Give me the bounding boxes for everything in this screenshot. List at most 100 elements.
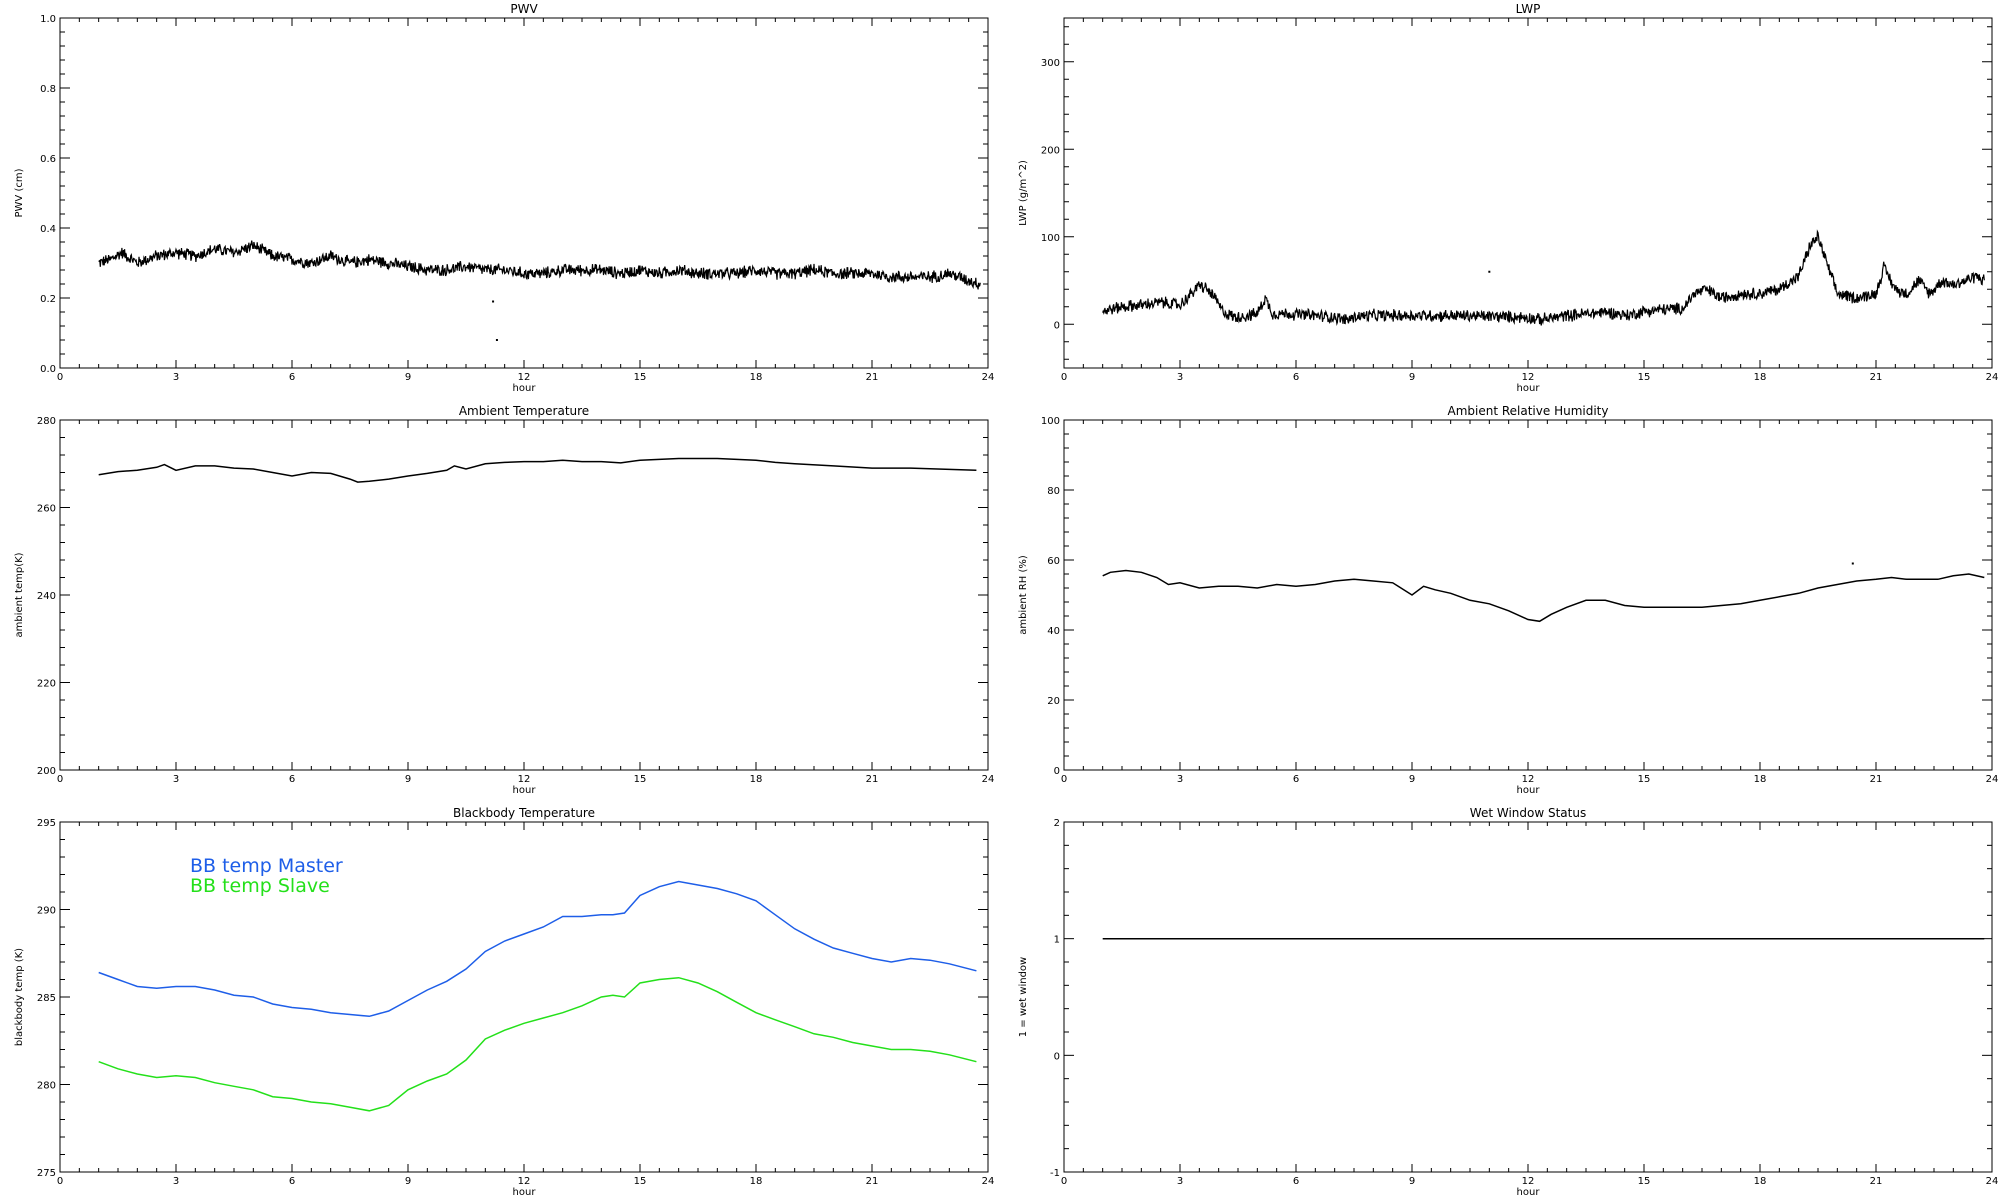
plot-frame [59, 17, 989, 369]
series-trace-pwv [98, 240, 981, 290]
x-tick-label: 6 [289, 1176, 295, 1187]
x-tick-label: 3 [1177, 1176, 1183, 1187]
y-tick-label: 100 [1041, 416, 1060, 427]
chart-title: Wet Window Status [1470, 806, 1586, 820]
x-axis-label: hour [1517, 785, 1541, 796]
x-tick-label: 0 [57, 372, 63, 383]
chart-pwv: PWV 0 3 6 9 12 15 18 21 24 hour 0.0 0.2 0.4 0.6 0.8 1.0 P… [14, 2, 994, 394]
outlier-point [1851, 562, 1854, 565]
chart-blackbody-temp: Blackbody Temperature 0 3 6 9 12 15 18 21 24 hour 2… [14, 806, 994, 1198]
chart-ambient-rh: Ambient Relative Humidity 0 3 6 9 12 15 18 21 24 h… [1018, 404, 1998, 796]
outlier-point [495, 339, 498, 341]
x-tick-label: 9 [1409, 774, 1415, 785]
y-tick-label: 295 [37, 818, 56, 829]
y-tick-label: 0.2 [40, 294, 56, 305]
y-tick-label: 200 [1041, 145, 1060, 156]
x-tick-label: 9 [405, 774, 411, 785]
y-tick-label: 260 [37, 504, 56, 515]
y-tick-label: 0.4 [40, 224, 56, 235]
plot-frame [1063, 17, 1993, 369]
x-tick-label: 12 [1522, 1176, 1535, 1187]
y-tick-label: 20 [1047, 696, 1060, 707]
x-tick-label: 24 [982, 774, 995, 785]
y-tick-label: 300 [1041, 58, 1060, 69]
chart-title: Ambient Relative Humidity [1448, 404, 1609, 418]
x-tick-label: 0 [1061, 1176, 1067, 1187]
plot-frame [59, 419, 989, 771]
y-tick-label: 2 [1054, 818, 1060, 829]
y-tick-label: 100 [1041, 233, 1060, 244]
plot-frame [1063, 419, 1993, 771]
x-axis-label: hour [513, 785, 537, 796]
chart-ambient-temp: Ambient Temperature 0 3 6 9 12 15 18 21 24 hour 200… [14, 404, 994, 796]
y-axis-label: PWV (cm) [14, 168, 25, 217]
y-tick-label: 80 [1047, 486, 1060, 497]
y-tick-label: 0 [1054, 1051, 1060, 1062]
x-tick-label: 15 [634, 774, 647, 785]
legend-entry-bb-temp-master: BB temp Master [190, 855, 343, 877]
x-tick-label: 21 [1870, 774, 1883, 785]
x-tick-label: 9 [405, 372, 411, 383]
y-tick-label: 1 [1054, 935, 1060, 946]
x-tick-label: 6 [289, 372, 295, 383]
series-line-bb-temp-master [98, 880, 977, 1018]
x-tick-label: 24 [1986, 774, 1999, 785]
x-tick-label: 18 [1754, 1176, 1767, 1187]
x-tick-label: 0 [1061, 372, 1067, 383]
x-tick-label: 15 [634, 1176, 647, 1187]
y-axis-label: blackbody temp (K) [14, 948, 25, 1046]
x-tick-label: 12 [518, 372, 531, 383]
legend-entry-bb-temp-slave: BB temp Slave [190, 875, 330, 897]
x-tick-label: 9 [1409, 1176, 1415, 1187]
x-tick-label: 21 [866, 774, 879, 785]
y-tick-label: 0.8 [40, 84, 56, 95]
series-trace-lwp [1102, 229, 1985, 326]
x-tick-label: 12 [518, 774, 531, 785]
x-axis-label: hour [1517, 383, 1541, 394]
x-tick-label: 18 [1754, 372, 1767, 383]
x-tick-label: 9 [405, 1176, 411, 1187]
x-tick-label: 15 [634, 372, 647, 383]
y-tick-label: 0.6 [40, 154, 56, 165]
x-tick-label: 9 [1409, 372, 1415, 383]
x-tick-label: 12 [1522, 774, 1535, 785]
y-tick-label: 285 [37, 993, 56, 1004]
x-tick-label: 3 [1177, 774, 1183, 785]
x-tick-label: 3 [173, 372, 179, 383]
y-tick-label: 60 [1047, 556, 1060, 567]
series-line-ambient-temp [98, 457, 977, 483]
y-tick-label: 220 [37, 679, 56, 690]
x-tick-label: 21 [866, 1176, 879, 1187]
x-tick-label: 24 [1986, 1176, 1999, 1187]
x-tick-label: 0 [57, 1176, 63, 1187]
x-tick-label: 3 [173, 1176, 179, 1187]
x-tick-label: 6 [1293, 1176, 1299, 1187]
chart-title: Blackbody Temperature [453, 806, 595, 820]
x-axis-label: hour [513, 383, 537, 394]
x-tick-label: 18 [1754, 774, 1767, 785]
y-tick-label: 280 [37, 416, 56, 427]
plot-frame [1063, 821, 1993, 1173]
x-tick-label: 24 [982, 372, 995, 383]
series-line-bb-temp-slave [98, 976, 977, 1112]
chart-lwp: LWP 0 3 6 9 12 15 18 21 24 hour 0 100 200 300 LWP (g/m^… [1018, 2, 1998, 394]
x-tick-label: 15 [1638, 774, 1651, 785]
y-axis-label: ambient RH (%) [1018, 555, 1029, 635]
x-tick-label: 12 [1522, 372, 1535, 383]
y-axis-label: 1 = wet window [1018, 957, 1029, 1037]
x-tick-label: 24 [982, 1176, 995, 1187]
x-axis-label: hour [513, 1187, 537, 1198]
y-tick-label: 280 [37, 1081, 56, 1092]
series-line-ambient-rh [1102, 569, 1985, 623]
y-tick-label: 0 [1054, 766, 1060, 777]
x-tick-label: 12 [518, 1176, 531, 1187]
y-tick-label: 1.0 [40, 14, 56, 25]
x-tick-label: 15 [1638, 1176, 1651, 1187]
y-tick-label: -1 [1050, 1168, 1060, 1179]
x-tick-label: 3 [173, 774, 179, 785]
x-axis-label: hour [1517, 1187, 1541, 1198]
x-tick-label: 21 [1870, 1176, 1883, 1187]
